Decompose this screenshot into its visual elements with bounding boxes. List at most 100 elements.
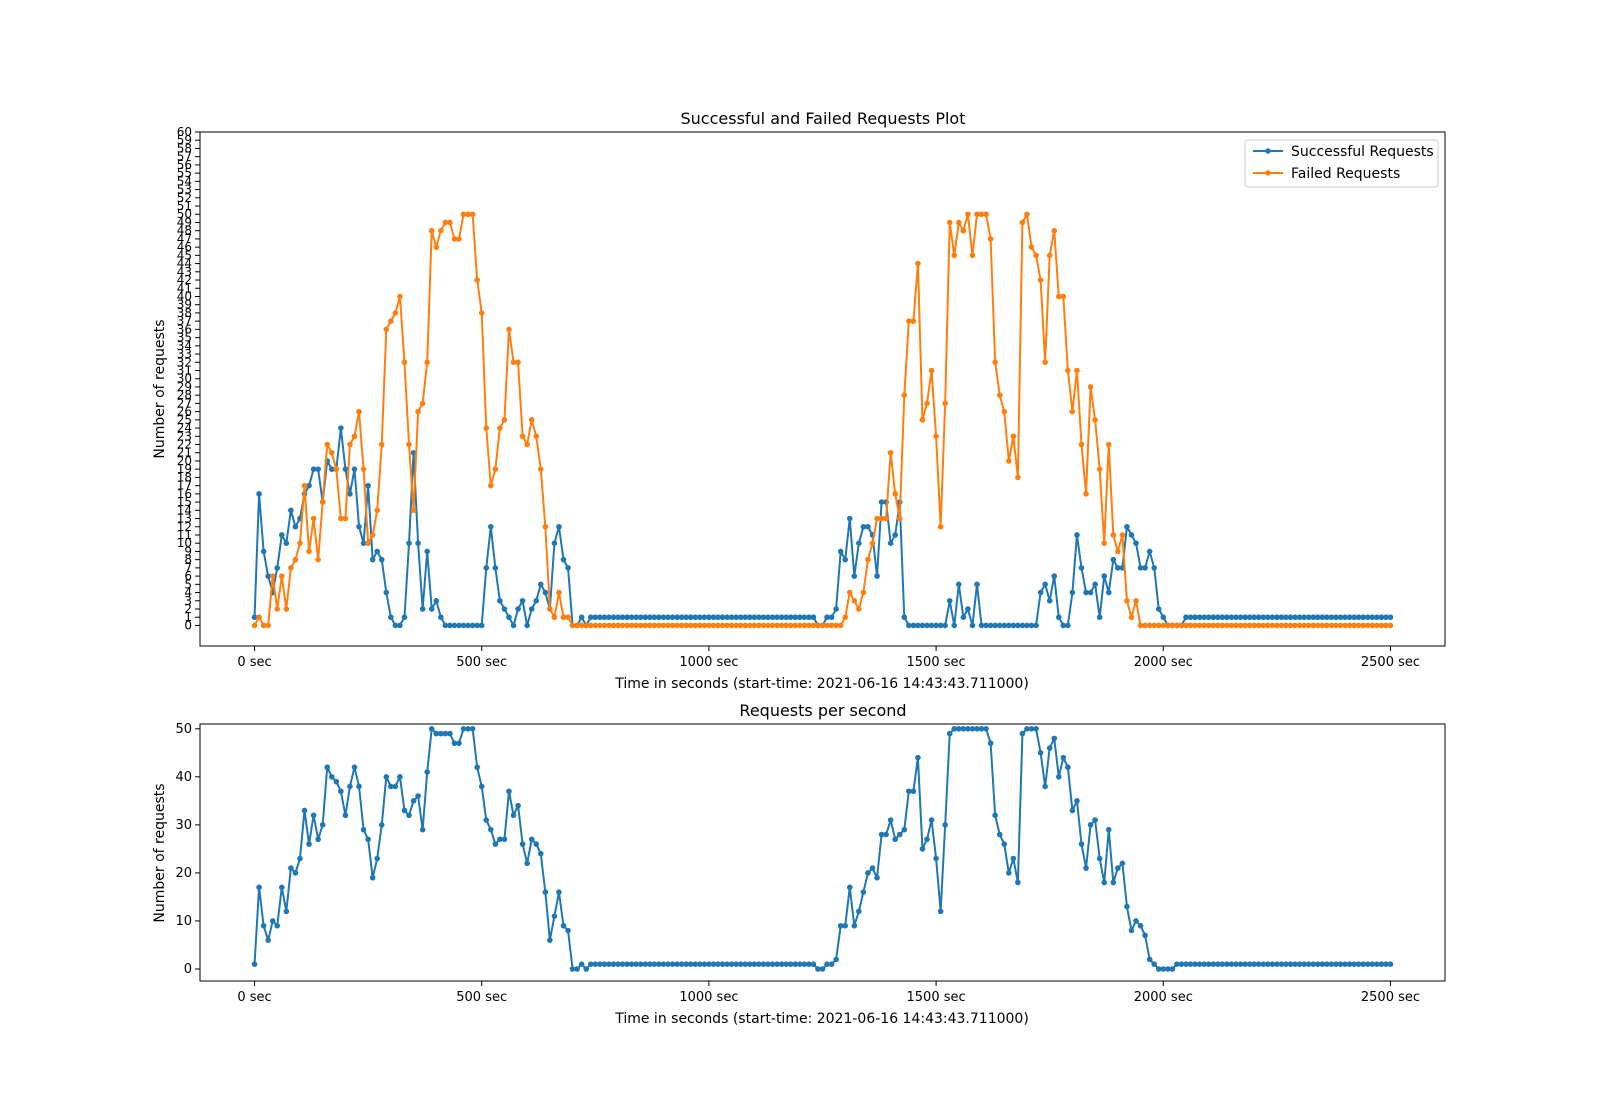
data-point <box>265 622 271 629</box>
data-point <box>887 817 894 823</box>
data-point <box>551 913 558 919</box>
data-point <box>483 817 490 823</box>
data-point <box>1342 622 1348 629</box>
y-tick-label: 5 <box>184 577 192 591</box>
data-point <box>665 622 671 629</box>
data-point <box>501 417 508 423</box>
data-point <box>1319 622 1326 629</box>
data-point <box>892 532 898 538</box>
data-point <box>906 318 912 324</box>
data-point <box>1301 961 1307 967</box>
data-point <box>787 614 794 621</box>
data-point <box>488 482 494 489</box>
data-point <box>1324 614 1330 621</box>
data-point <box>401 807 408 814</box>
y-tick-label: 20 <box>177 454 192 468</box>
data-point <box>924 622 930 629</box>
data-point <box>1310 961 1317 967</box>
data-point <box>1178 961 1185 967</box>
data-point <box>737 614 744 621</box>
data-point <box>1119 532 1126 538</box>
data-point <box>969 622 976 629</box>
data-point <box>251 614 258 621</box>
data-point <box>351 466 358 472</box>
data-point <box>319 499 326 505</box>
data-point <box>1169 966 1176 972</box>
data-point <box>1151 565 1157 571</box>
data-point <box>983 622 989 629</box>
data-point <box>1092 581 1098 588</box>
data-point <box>1296 622 1303 629</box>
data-point <box>1215 622 1221 629</box>
data-point <box>447 219 453 226</box>
data-point <box>1333 622 1339 629</box>
data-point <box>733 622 739 629</box>
data-point <box>865 556 871 563</box>
data-point <box>1083 865 1089 871</box>
data-point <box>1355 961 1362 967</box>
data-point <box>697 614 703 621</box>
data-point <box>1151 961 1157 967</box>
data-point <box>1042 581 1048 588</box>
data-point <box>360 466 367 472</box>
data-point <box>465 211 471 218</box>
data-point <box>683 614 689 621</box>
data-point <box>383 589 390 596</box>
data-point <box>1078 441 1085 448</box>
data-point <box>438 730 444 737</box>
data-point <box>528 606 535 612</box>
y-tick-label: 18 <box>177 470 192 484</box>
y-tick-label: 45 <box>177 248 192 262</box>
data-point <box>1310 614 1317 621</box>
data-point <box>547 937 553 943</box>
data-point <box>883 831 889 838</box>
data-point <box>333 466 340 472</box>
y-tick-label: 4 <box>184 586 192 600</box>
y-tick-label: 52 <box>177 191 192 205</box>
data-point <box>1324 961 1330 967</box>
x-tick-label: 2500 sec <box>1361 655 1420 670</box>
data-point <box>1137 922 1144 929</box>
data-point <box>697 961 703 967</box>
data-point <box>674 961 680 967</box>
data-point <box>315 836 321 843</box>
data-point <box>537 466 544 472</box>
data-point <box>519 433 526 440</box>
data-point <box>910 622 917 629</box>
data-point <box>724 622 730 629</box>
data-point <box>288 507 294 514</box>
data-point <box>442 219 449 226</box>
y-tick-label: 15 <box>177 495 192 509</box>
data-point <box>587 622 594 629</box>
data-point <box>465 622 471 629</box>
data-point <box>278 884 285 891</box>
y-tick-label: 60 <box>177 125 192 139</box>
y-tick-label: 59 <box>177 133 192 147</box>
data-point <box>1205 961 1212 967</box>
data-point <box>401 359 408 366</box>
y-tick-label: 11 <box>177 528 192 542</box>
data-point <box>1228 622 1235 629</box>
plot-frame <box>199 723 1446 982</box>
data-point <box>642 614 649 621</box>
data-point <box>915 260 921 267</box>
data-point <box>424 548 430 555</box>
data-point <box>488 826 494 833</box>
data-point <box>406 540 412 546</box>
data-point <box>269 918 276 924</box>
data-point <box>365 540 371 546</box>
data-point <box>297 540 303 546</box>
data-point <box>1187 622 1194 629</box>
data-point <box>392 783 399 790</box>
data-point <box>624 622 630 629</box>
data-point <box>1278 614 1285 621</box>
data-point <box>1355 622 1362 629</box>
y-tick-label: 53 <box>177 183 192 197</box>
data-point <box>1051 573 1058 579</box>
data-point <box>778 961 785 967</box>
data-point <box>369 874 376 881</box>
data-point <box>783 961 789 967</box>
data-point <box>524 441 530 448</box>
data-point <box>1074 798 1080 804</box>
